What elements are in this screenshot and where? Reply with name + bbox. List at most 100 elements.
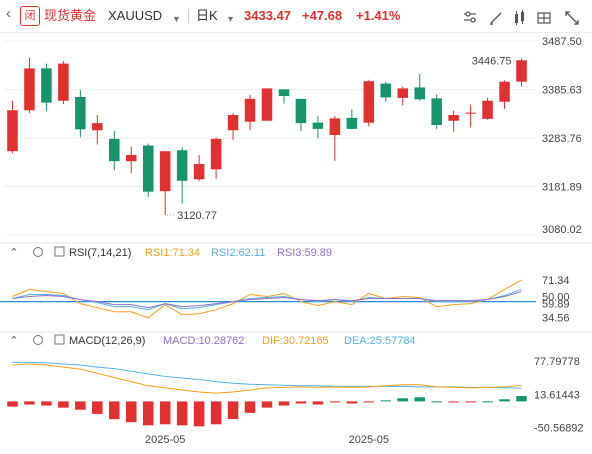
x-tick-label: 2025-05 (349, 434, 389, 446)
macd-bar (176, 401, 188, 426)
macd-bar (499, 399, 510, 402)
low-price-label: 3120.77 (177, 210, 217, 222)
macd-bar (159, 401, 171, 425)
period-label[interactable]: 日K (196, 8, 218, 23)
macd-bar (295, 401, 307, 404)
candle (244, 95, 256, 131)
candle-body (125, 155, 137, 162)
period-dropdown-icon[interactable]: ▼ (226, 14, 235, 24)
candle-body (465, 112, 476, 114)
indicator-icon[interactable] (515, 10, 524, 25)
macd-bar (125, 401, 137, 423)
price-axis: 3487.50 3385.63 3283.76 3181.89 3080.02 (542, 36, 582, 236)
candle-body (516, 60, 527, 82)
chart-header: ‹ 闭 现货黄金 XAUUSD ▼ 日K ▼ 3433.47 +47.68 +1… (0, 0, 592, 33)
candle-body (312, 122, 324, 129)
price-tick-label: 3487.50 (542, 36, 582, 48)
macd-bar (397, 398, 409, 402)
settings-icon[interactable] (464, 11, 476, 23)
macd-tick-label: 77.79778 (534, 356, 580, 368)
rsi-legend-entry: RSI1:71.34 (145, 247, 200, 259)
layout-icon[interactable] (537, 12, 551, 24)
header-divider (188, 9, 189, 23)
macd-bar (142, 401, 154, 426)
macd-bar (109, 401, 120, 420)
candle (499, 80, 510, 109)
rsi-legend-entry: RSI3:59.89 (277, 247, 332, 259)
candle (58, 60, 69, 105)
candle-body (193, 164, 205, 180)
candle-body (92, 123, 103, 131)
candle (414, 74, 425, 101)
candle-body (261, 88, 273, 121)
rsi-toggle-icon[interactable] (54, 246, 65, 257)
candle-body (142, 145, 154, 192)
price-tick-label: 3080.02 (542, 224, 582, 236)
candle (465, 104, 476, 128)
chart-area: 3446.75 3120.77 3487.50 3385.63 3283.76 3181… (0, 36, 592, 446)
candle-body (24, 68, 35, 111)
candle-body (75, 96, 86, 130)
macd-series-line (12, 361, 522, 389)
symbol-label[interactable]: XAUUSD (108, 8, 163, 23)
macd-bar (482, 401, 493, 403)
macd-bar (312, 401, 324, 405)
macd-bar (193, 401, 205, 427)
macd-histogram (7, 396, 527, 427)
macd-bar (448, 401, 459, 403)
price-tick-label: 3385.63 (542, 85, 582, 97)
macd-settings-icon[interactable] (33, 335, 43, 345)
toolbar (464, 10, 579, 25)
macd-bar (329, 401, 341, 403)
macd-header: ⌃ MACD(12,26,9) MACD:10.28762 DIF:30.72165 D… (9, 334, 416, 347)
macd-bar (227, 401, 239, 420)
macd-bar (75, 401, 86, 410)
candle (312, 115, 324, 139)
price-tick-label: 3283.76 (542, 133, 582, 145)
candle (380, 81, 392, 102)
macd-bar (414, 397, 425, 402)
macd-bar (465, 401, 476, 403)
candlestick-series: 3446.75 3120.77 (7, 55, 527, 222)
candle (210, 137, 222, 179)
candle-body (176, 150, 188, 181)
candle-body (499, 81, 510, 102)
macd-bar (380, 400, 392, 402)
candle-body (363, 81, 375, 123)
rsi-title: RSI(7,14,21) (69, 247, 131, 259)
rsi-settings-icon[interactable] (33, 247, 43, 257)
candle (295, 98, 307, 132)
rsi-panel: ⌃ RSI(7,14,21) RSI1:71.34 RSI2:62.11 RSI3:59… (0, 242, 592, 324)
macd-bar (41, 401, 52, 406)
candle (41, 63, 52, 112)
rsi-legend-entry: RSI2:62.11 (211, 247, 265, 259)
candle-body (58, 63, 69, 101)
symbol-dropdown-icon[interactable]: ▼ (172, 14, 181, 24)
candle-body (431, 98, 442, 126)
collapse-icon[interactable]: ⌃ (9, 247, 18, 259)
macd-tick-label: -50.56892 (534, 423, 584, 435)
app-logo: 闭 (20, 6, 40, 26)
candle (278, 89, 290, 104)
candle-body (295, 98, 307, 124)
back-icon[interactable]: ‹ (6, 5, 11, 22)
candle-body (380, 83, 392, 98)
fullscreen-icon[interactable] (565, 11, 579, 25)
draw-tool-icon[interactable] (490, 12, 502, 25)
candle (448, 110, 459, 132)
candle (482, 97, 493, 120)
rsi-tick-label: 50.00 (542, 292, 570, 304)
macd-bar (346, 401, 358, 404)
macd-toggle-icon[interactable] (54, 334, 65, 345)
rsi-series-line (12, 288, 522, 311)
candle (159, 150, 171, 216)
candle (346, 109, 358, 130)
candle-body (414, 87, 425, 100)
candle (142, 143, 154, 197)
candle (329, 115, 341, 161)
collapse-icon[interactable]: ⌃ (9, 335, 18, 347)
candle-body (227, 115, 239, 131)
macd-bar (58, 401, 69, 408)
macd-bar (363, 401, 375, 403)
rsi-series-line (12, 291, 522, 309)
